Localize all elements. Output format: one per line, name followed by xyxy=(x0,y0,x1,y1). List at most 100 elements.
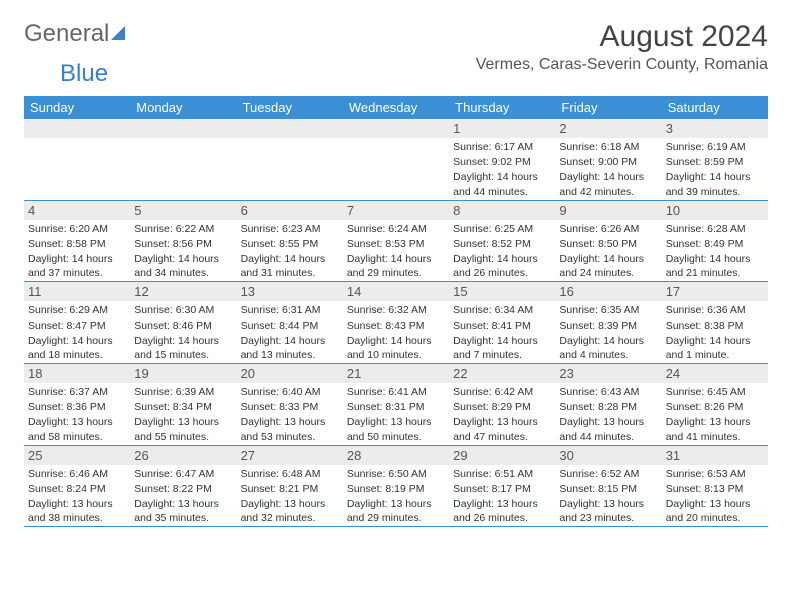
day-cell: Sunrise: 6:31 AMSunset: 8:44 PMDaylight:… xyxy=(237,301,343,363)
sunset-text: Sunset: 8:43 PM xyxy=(347,319,445,333)
day-cell: Sunrise: 6:45 AMSunset: 8:26 PMDaylight:… xyxy=(662,383,768,445)
sunrise-text: Sunrise: 6:34 AM xyxy=(453,303,551,317)
sunset-text: Sunset: 8:46 PM xyxy=(134,319,232,333)
day-header-row: Sunday Monday Tuesday Wednesday Thursday… xyxy=(24,96,768,119)
sunset-text: Sunset: 8:31 PM xyxy=(347,400,445,414)
sunrise-text: Sunrise: 6:30 AM xyxy=(134,303,232,317)
day-cell: Sunrise: 6:48 AMSunset: 8:21 PMDaylight:… xyxy=(237,465,343,527)
sunrise-text: Sunrise: 6:40 AM xyxy=(241,385,339,399)
sunset-text: Sunset: 8:50 PM xyxy=(559,237,657,251)
daylight-text: Daylight: 13 hours and 50 minutes. xyxy=(347,415,445,443)
day-number: 21 xyxy=(343,364,449,383)
week-number-band: 25262728293031 xyxy=(24,446,768,465)
sunrise-text: Sunrise: 6:17 AM xyxy=(453,140,551,154)
sunrise-text: Sunrise: 6:24 AM xyxy=(347,222,445,236)
day-cell: Sunrise: 6:35 AMSunset: 8:39 PMDaylight:… xyxy=(555,301,661,363)
day-cell: Sunrise: 6:18 AMSunset: 9:00 PMDaylight:… xyxy=(555,138,661,200)
day-cell: Sunrise: 6:23 AMSunset: 8:55 PMDaylight:… xyxy=(237,220,343,282)
day-header-monday: Monday xyxy=(130,96,236,119)
day-number: 17 xyxy=(662,282,768,301)
day-cell: Sunrise: 6:52 AMSunset: 8:15 PMDaylight:… xyxy=(555,465,661,527)
day-number: 25 xyxy=(24,446,130,465)
day-cell: Sunrise: 6:32 AM Sunset: 8:43 PMDaylight:… xyxy=(343,301,449,363)
day-cell: Sunrise: 6:53 AMSunset: 8:13 PMDaylight:… xyxy=(662,465,768,527)
sunset-text: Sunset: 8:49 PM xyxy=(666,237,764,251)
week-row: Sunrise: 6:46 AMSunset: 8:24 PMDaylight:… xyxy=(24,465,768,528)
sunset-text: Sunset: 8:29 PM xyxy=(453,400,551,414)
daylight-text: Daylight: 13 hours and 55 minutes. xyxy=(134,415,232,443)
week-number-band: 45678910 xyxy=(24,201,768,220)
daylight-text: Daylight: 13 hours and 47 minutes. xyxy=(453,415,551,443)
day-cell: Sunrise: 6:47 AMSunset: 8:22 PMDaylight:… xyxy=(130,465,236,527)
sunrise-text: Sunrise: 6:46 AM xyxy=(28,467,126,481)
sunset-text: Sunset: 8:34 PM xyxy=(134,400,232,414)
day-cell: Sunrise: 6:43 AMSunset: 8:28 PMDaylight:… xyxy=(555,383,661,445)
sunset-text: Sunset: 8:55 PM xyxy=(241,237,339,251)
sunrise-text: Sunrise: 6:41 AM xyxy=(347,385,445,399)
day-cell: Sunrise: 6:41 AMSunset: 8:31 PMDaylight:… xyxy=(343,383,449,445)
sunrise-text: Sunrise: 6:43 AM xyxy=(559,385,657,399)
sunset-text: Sunset: 9:02 PM xyxy=(453,155,551,169)
sunset-text: Sunset: 8:13 PM xyxy=(666,482,764,496)
sunrise-text: Sunrise: 6:52 AM xyxy=(559,467,657,481)
day-number: 16 xyxy=(555,282,661,301)
day-number: 31 xyxy=(662,446,768,465)
day-cell: Sunrise: 6:50 AMSunset: 8:19 PMDaylight:… xyxy=(343,465,449,527)
daylight-text: Daylight: 13 hours and 53 minutes. xyxy=(241,415,339,443)
sunrise-text: Sunrise: 6:19 AM xyxy=(666,140,764,154)
daylight-text: Daylight: 14 hours and 13 minutes. xyxy=(241,334,339,362)
day-header-thursday: Thursday xyxy=(449,96,555,119)
sunrise-text: Sunrise: 6:28 AM xyxy=(666,222,764,236)
daylight-text: Daylight: 14 hours and 7 minutes. xyxy=(453,334,551,362)
sunset-text: Sunset: 8:59 PM xyxy=(666,155,764,169)
day-number: 1 xyxy=(449,119,555,138)
daylight-text: Daylight: 13 hours and 20 minutes. xyxy=(666,497,764,525)
sunset-text: Sunset: 8:56 PM xyxy=(134,237,232,251)
day-cell: Sunrise: 6:26 AMSunset: 8:50 PMDaylight:… xyxy=(555,220,661,282)
day-number: 20 xyxy=(237,364,343,383)
daylight-text: Daylight: 14 hours and 37 minutes. xyxy=(28,252,126,280)
sunrise-text: Sunrise: 6:51 AM xyxy=(453,467,551,481)
day-number: 24 xyxy=(662,364,768,383)
daylight-text: Daylight: 14 hours and 34 minutes. xyxy=(134,252,232,280)
day-number: 28 xyxy=(343,446,449,465)
day-number: 26 xyxy=(130,446,236,465)
daylight-text: Daylight: 14 hours and 10 minutes. xyxy=(347,334,445,362)
day-number: 27 xyxy=(237,446,343,465)
week-number-band: 18192021222324 xyxy=(24,364,768,383)
sunset-text: Sunset: 8:21 PM xyxy=(241,482,339,496)
day-cell: Sunrise: 6:24 AMSunset: 8:53 PMDaylight:… xyxy=(343,220,449,282)
day-cell xyxy=(130,138,236,200)
day-number: 29 xyxy=(449,446,555,465)
sunrise-text: Sunrise: 6:53 AM xyxy=(666,467,764,481)
sunrise-text: Sunrise: 6:22 AM xyxy=(134,222,232,236)
sunset-text: Sunset: 8:36 PM xyxy=(28,400,126,414)
day-cell: Sunrise: 6:22 AMSunset: 8:56 PMDaylight:… xyxy=(130,220,236,282)
daylight-text: Daylight: 13 hours and 41 minutes. xyxy=(666,415,764,443)
sunrise-text: Sunrise: 6:47 AM xyxy=(134,467,232,481)
day-cell xyxy=(237,138,343,200)
day-number: 9 xyxy=(555,201,661,220)
sunrise-text: Sunrise: 6:23 AM xyxy=(241,222,339,236)
sunrise-text: Sunrise: 6:39 AM xyxy=(134,385,232,399)
day-number: 10 xyxy=(662,201,768,220)
sunset-text: Sunset: 8:19 PM xyxy=(347,482,445,496)
day-cell: Sunrise: 6:17 AMSunset: 9:02 PMDaylight:… xyxy=(449,138,555,200)
day-cell: Sunrise: 6:39 AMSunset: 8:34 PMDaylight:… xyxy=(130,383,236,445)
day-number: 12 xyxy=(130,282,236,301)
day-header-sunday: Sunday xyxy=(24,96,130,119)
daylight-text: Daylight: 13 hours and 58 minutes. xyxy=(28,415,126,443)
daylight-text: Daylight: 14 hours and 44 minutes. xyxy=(453,170,551,198)
sunset-text: Sunset: 9:00 PM xyxy=(559,155,657,169)
daylight-text: Daylight: 13 hours and 35 minutes. xyxy=(134,497,232,525)
day-cell: Sunrise: 6:30 AMSunset: 8:46 PMDaylight:… xyxy=(130,301,236,363)
day-cell xyxy=(343,138,449,200)
day-cell: Sunrise: 6:20 AMSunset: 8:58 PMDaylight:… xyxy=(24,220,130,282)
sunrise-text: Sunrise: 6:32 AM xyxy=(347,303,445,317)
day-number: 4 xyxy=(24,201,130,220)
daylight-text: Daylight: 14 hours and 1 minute. xyxy=(666,334,764,362)
daylight-text: Daylight: 14 hours and 4 minutes. xyxy=(559,334,657,362)
daylight-text: Daylight: 14 hours and 39 minutes. xyxy=(666,170,764,198)
day-number: 15 xyxy=(449,282,555,301)
day-number xyxy=(130,119,236,138)
